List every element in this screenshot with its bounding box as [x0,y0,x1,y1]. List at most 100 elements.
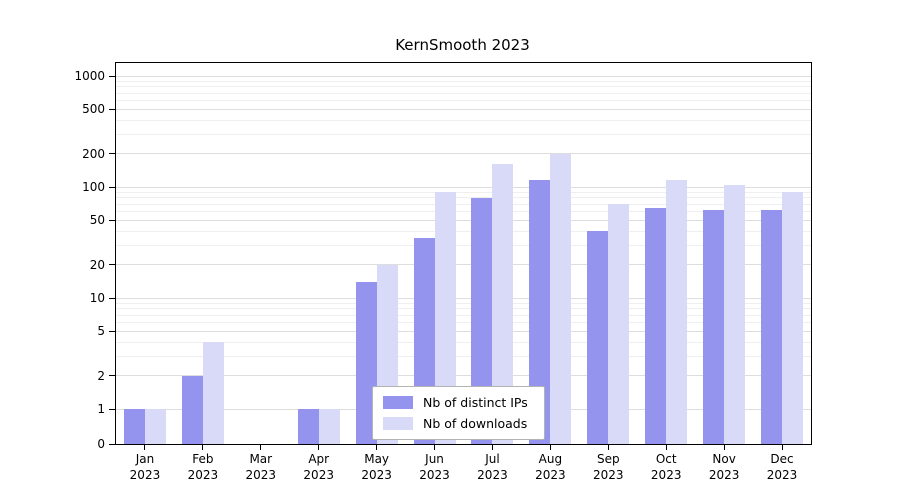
x-tick-label-jan: Jan 2023 [129,452,161,482]
x-tick-mark-jun [434,445,436,450]
bar-distinct-ips-may [355,281,377,444]
x-tick-mark-may [376,445,378,450]
gridline-80 [116,197,811,199]
gridline-300 [116,133,811,135]
x-tick-mark-aug [549,445,551,450]
x-tick-mark-nov [723,445,725,450]
y-tick-label-200: 200 [82,146,105,161]
y-tick-mark-100 [109,186,115,188]
legend-label-downloads: Nb of downloads [423,416,528,431]
x-tick-mark-feb [202,445,204,450]
bar-downloads-feb [202,342,224,444]
gridline-50 [116,219,811,221]
x-tick-label-jul: Jul 2023 [477,452,508,482]
bar-downloads-nov [724,184,746,444]
gridline-3 [116,355,811,357]
y-tick-mark-5 [109,330,115,332]
gridline-700 [116,92,811,94]
gridline-9 [116,302,811,304]
gridline-6 [116,322,811,324]
y-tick-label-1: 1 [97,402,105,416]
bar-downloads-oct [666,180,688,444]
y-tick-label-100: 100 [82,180,105,194]
x-tick-label-aug: Aug 2023 [535,452,566,482]
x-tick-label-mar: Mar 2023 [245,452,277,482]
gridline-70 [116,203,811,205]
bar-downloads-jul [492,164,514,444]
gridline-400 [116,119,811,121]
x-tick-mark-sep [607,445,609,450]
legend-item-distinct-ips: Nb of distinct IPs [383,395,528,410]
gridline-100 [116,186,811,188]
legend-label-distinct-ips: Nb of distinct IPs [423,395,528,410]
gridline-8 [116,308,811,310]
gridline-800 [116,86,811,88]
gridline-600 [116,100,811,102]
x-tick-label-jun: Jun 2023 [419,452,450,482]
x-tick-label-nov: Nov 2023 [708,452,740,482]
legend-swatch-distinct-ips [383,396,413,409]
gridline-500 [116,108,811,110]
bar-distinct-ips-feb [181,375,203,444]
gridline-60 [116,211,811,213]
y-tick-label-10: 10 [89,291,105,305]
gridline-30 [116,244,811,246]
y-tick-mark-0 [109,443,115,445]
gridline-5 [116,330,811,332]
bar-distinct-ips-jul [471,197,493,444]
y-tick-label-50: 50 [89,213,105,228]
x-tick-label-oct: Oct 2023 [650,452,682,482]
bar-distinct-ips-nov [703,210,725,444]
legend-swatch-downloads [383,417,413,430]
bar-downloads-sep [608,204,630,444]
bar-downloads-jun [434,192,456,444]
bar-distinct-ips-sep [587,231,609,444]
bar-downloads-apr [318,409,340,444]
legend: Nb of distinct IPs Nb of downloads [372,386,545,440]
bar-distinct-ips-dec [761,210,783,444]
x-tick-mark-jul [491,445,493,450]
x-tick-label-sep: Sep 2023 [593,452,624,482]
gridline-90 [116,191,811,193]
x-tick-mark-jan [144,445,146,450]
x-tick-label-feb: Feb 2023 [187,452,219,482]
bar-distinct-ips-aug [529,180,551,444]
legend-item-downloads: Nb of downloads [383,416,528,431]
gridline-200 [116,153,811,155]
y-tick-label-5: 5 [97,324,105,339]
bar-distinct-ips-apr [297,409,319,444]
y-tick-mark-10 [109,297,115,299]
plot-area: Nb of distinct IPs Nb of downloads [115,62,812,445]
x-tick-mark-oct [665,445,667,450]
gridline-900 [116,80,811,82]
x-tick-mark-mar [260,445,262,450]
y-tick-label-0: 0 [97,437,105,451]
gridline-20 [116,264,811,266]
y-tick-label-2: 2 [97,368,105,383]
chart-title: KernSmooth 2023 [395,36,530,54]
y-tick-mark-50 [109,219,115,221]
x-tick-label-may: May 2023 [361,452,392,482]
bar-downloads-aug [550,153,572,444]
y-tick-label-20: 20 [89,257,105,272]
y-tick-label-500: 500 [82,102,105,117]
gridline-2 [116,375,811,377]
bar-distinct-ips-jan [123,409,145,444]
bar-downloads-dec [782,192,804,444]
y-tick-mark-500 [109,108,115,110]
bar-distinct-ips-oct [645,207,667,444]
y-tick-label-1000: 1000 [74,69,105,83]
y-tick-mark-200 [109,153,115,155]
y-tick-mark-2 [109,375,115,377]
gridline-40 [116,230,811,232]
bar-downloads-jan [144,409,166,444]
y-tick-mark-20 [109,264,115,266]
x-tick-label-apr: Apr 2023 [303,452,334,482]
y-tick-mark-1000 [109,75,115,77]
gridline-4 [116,341,811,343]
x-tick-label-dec: Dec 2023 [766,452,798,482]
x-tick-mark-dec [781,445,783,450]
gridline-1000 [116,75,811,77]
x-tick-mark-apr [318,445,320,450]
